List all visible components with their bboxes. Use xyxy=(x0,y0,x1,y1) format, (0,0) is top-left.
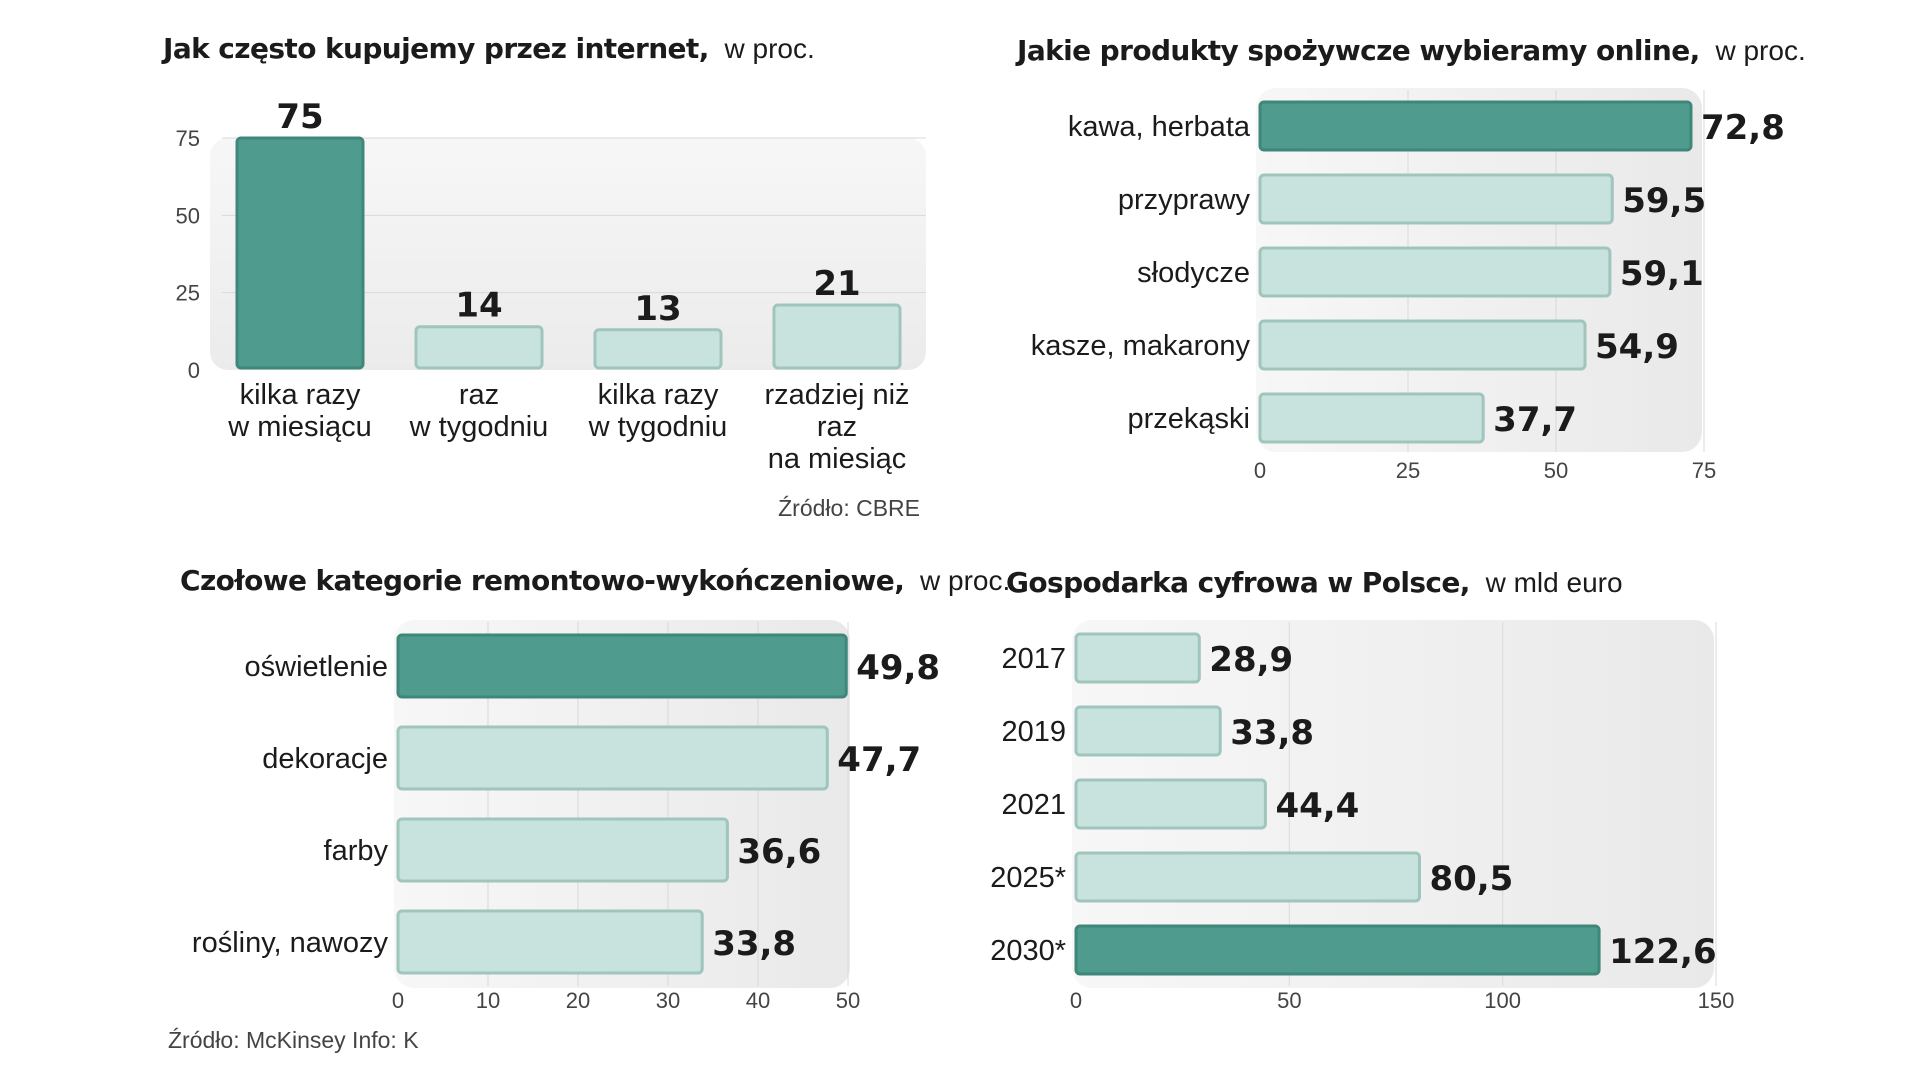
chart3-xtick-label: 30 xyxy=(656,988,680,1013)
chart2-value-label: 59,5 xyxy=(1622,181,1706,221)
chart4-category-label: 2025* xyxy=(990,862,1066,894)
chart2-bar xyxy=(1258,173,1614,225)
chart4-value-label: 122,6 xyxy=(1609,932,1717,972)
chart1-category-label: raz xyxy=(459,379,499,411)
chart1-ytick-label: 75 xyxy=(176,126,200,151)
chart3-xtick-label: 40 xyxy=(746,988,770,1013)
chart1-title: Jak często kupujemy przez internet, w pr… xyxy=(161,32,815,65)
chart2-bar xyxy=(1258,319,1587,371)
chart3-xtick-label: 10 xyxy=(476,988,500,1013)
chart4-xtick-label: 150 xyxy=(1698,988,1735,1013)
chart4-bar xyxy=(1074,705,1222,757)
chart2-category-label: przekąski xyxy=(1128,403,1251,435)
chart3-bar xyxy=(396,725,829,791)
chart3-category-label: farby xyxy=(324,835,389,867)
chart3-value-label: 49,8 xyxy=(856,648,940,688)
chart4-xtick-label: 100 xyxy=(1484,988,1521,1013)
chart2-value-label: 72,8 xyxy=(1701,108,1785,148)
chart1-value-label: 13 xyxy=(634,289,681,329)
chart1-title-main: Jak często kupujemy przez internet, xyxy=(161,32,709,65)
chart1-bar xyxy=(593,328,723,370)
chart1-ytick-label: 50 xyxy=(176,203,200,228)
chart2-category-label: kawa, herbata xyxy=(1068,111,1251,143)
chart2-value-label: 59,1 xyxy=(1620,254,1704,294)
chart1-plot-panel xyxy=(210,138,926,370)
chart2-xtick-label: 25 xyxy=(1396,458,1420,483)
chart2-bar xyxy=(1258,392,1485,444)
chart4-bar xyxy=(1074,778,1267,830)
chart4-bar xyxy=(1074,924,1601,976)
chart3-source: Źródło: McKinsey Info: K xyxy=(168,1027,419,1053)
chart1-ytick-label: 25 xyxy=(176,281,200,306)
chart3-category-label: rośliny, nawozy xyxy=(192,927,389,959)
chart3-xtick-label: 0 xyxy=(392,988,404,1013)
chart4-bar xyxy=(1074,851,1421,903)
chart1-category-label: kilka razy xyxy=(598,379,719,411)
chart2-category-label: słodycze xyxy=(1137,257,1250,289)
chart4-title-unit: w mld euro xyxy=(1485,567,1623,598)
chart4-bar xyxy=(1074,632,1201,684)
chart3-title: Czołowe kategorie remontowo-wykończeniow… xyxy=(180,564,1010,597)
chart4-value-label: 44,4 xyxy=(1275,786,1359,826)
chart4-category-label: 2021 xyxy=(1001,789,1066,821)
chart4-value-label: 28,9 xyxy=(1209,640,1293,680)
chart3-value-label: 33,8 xyxy=(712,924,796,964)
chart-digital-economy-poland: Gospodarka cyfrowa w Polsce, w mld euro … xyxy=(990,566,1734,1013)
chart2-xtick-label: 75 xyxy=(1692,458,1716,483)
chart2-value-label: 37,7 xyxy=(1493,400,1577,440)
chart4-category-label: 2019 xyxy=(1001,716,1066,748)
chart1-title-unit: w proc. xyxy=(724,33,815,64)
chart2-category-label: kasze, makarony xyxy=(1031,330,1251,362)
chart1-category-label: w miesiącu xyxy=(227,411,371,443)
chart3-value-label: 47,7 xyxy=(837,740,921,780)
chart3-xtick-label: 20 xyxy=(566,988,590,1013)
chart4-xtick-label: 50 xyxy=(1277,988,1301,1013)
chart1-source: Źródło: CBRE xyxy=(778,495,920,521)
chart3-xtick-label: 50 xyxy=(836,988,860,1013)
chart4-category-label: 2030* xyxy=(990,935,1066,967)
chart1-value-label: 75 xyxy=(276,97,323,137)
chart2-bar xyxy=(1258,100,1693,152)
chart1-bar xyxy=(235,136,365,370)
chart1-value-label: 21 xyxy=(813,264,860,304)
chart3-category-label: dekoracje xyxy=(262,743,388,775)
chart1-bar xyxy=(772,303,902,370)
chart-shopping-frequency: Jak często kupujemy przez internet, w pr… xyxy=(161,32,926,521)
chart2-bar xyxy=(1258,246,1612,298)
chart3-bar xyxy=(396,817,729,883)
chart2-title: Jakie produkty spożywcze wybieramy onlin… xyxy=(1015,34,1806,67)
chart2-category-label: przyprawy xyxy=(1118,184,1251,216)
chart3-title-unit: w proc. xyxy=(919,565,1010,596)
chart4-category-label: 2017 xyxy=(1001,643,1066,675)
chart1-category-label: w tygodniu xyxy=(409,411,549,443)
chart3-value-label: 36,6 xyxy=(737,832,821,872)
chart1-value-label: 14 xyxy=(455,286,502,326)
chart4-title: Gospodarka cyfrowa w Polsce, w mld euro xyxy=(1006,566,1623,599)
chart1-category-label: w tygodniu xyxy=(588,411,728,443)
chart3-bar xyxy=(396,633,848,699)
chart1-category-label: raz xyxy=(817,411,857,443)
chart3-category-label: oświetlenie xyxy=(245,651,388,683)
chart-renovation-categories: Czołowe kategorie remontowo-wykończeniow… xyxy=(168,564,1010,1053)
chart1-category-label: kilka razy xyxy=(240,379,361,411)
chart1-category-label: na miesiąc xyxy=(768,443,907,475)
chart2-title-main: Jakie produkty spożywcze wybieramy onlin… xyxy=(1015,34,1700,67)
chart4-xtick-label: 0 xyxy=(1070,988,1082,1013)
chart1-category-label: rzadziej niż xyxy=(764,379,909,411)
chart1-bar xyxy=(414,325,544,370)
chart3-plot-panel xyxy=(394,620,850,988)
chart1-ytick-label: 0 xyxy=(188,358,200,383)
chart3-title-main: Czołowe kategorie remontowo-wykończeniow… xyxy=(180,564,904,597)
chart4-title-main: Gospodarka cyfrowa w Polsce, xyxy=(1006,566,1470,599)
chart3-bar xyxy=(396,909,704,975)
chart2-title-unit: w proc. xyxy=(1714,35,1805,66)
chart4-value-label: 33,8 xyxy=(1230,713,1314,753)
chart2-xtick-label: 0 xyxy=(1254,458,1266,483)
chart2-value-label: 54,9 xyxy=(1595,327,1679,367)
chart-online-food-products: Jakie produkty spożywcze wybieramy onlin… xyxy=(1015,34,1806,483)
chart2-xtick-label: 50 xyxy=(1544,458,1568,483)
chart4-value-label: 80,5 xyxy=(1429,859,1513,899)
